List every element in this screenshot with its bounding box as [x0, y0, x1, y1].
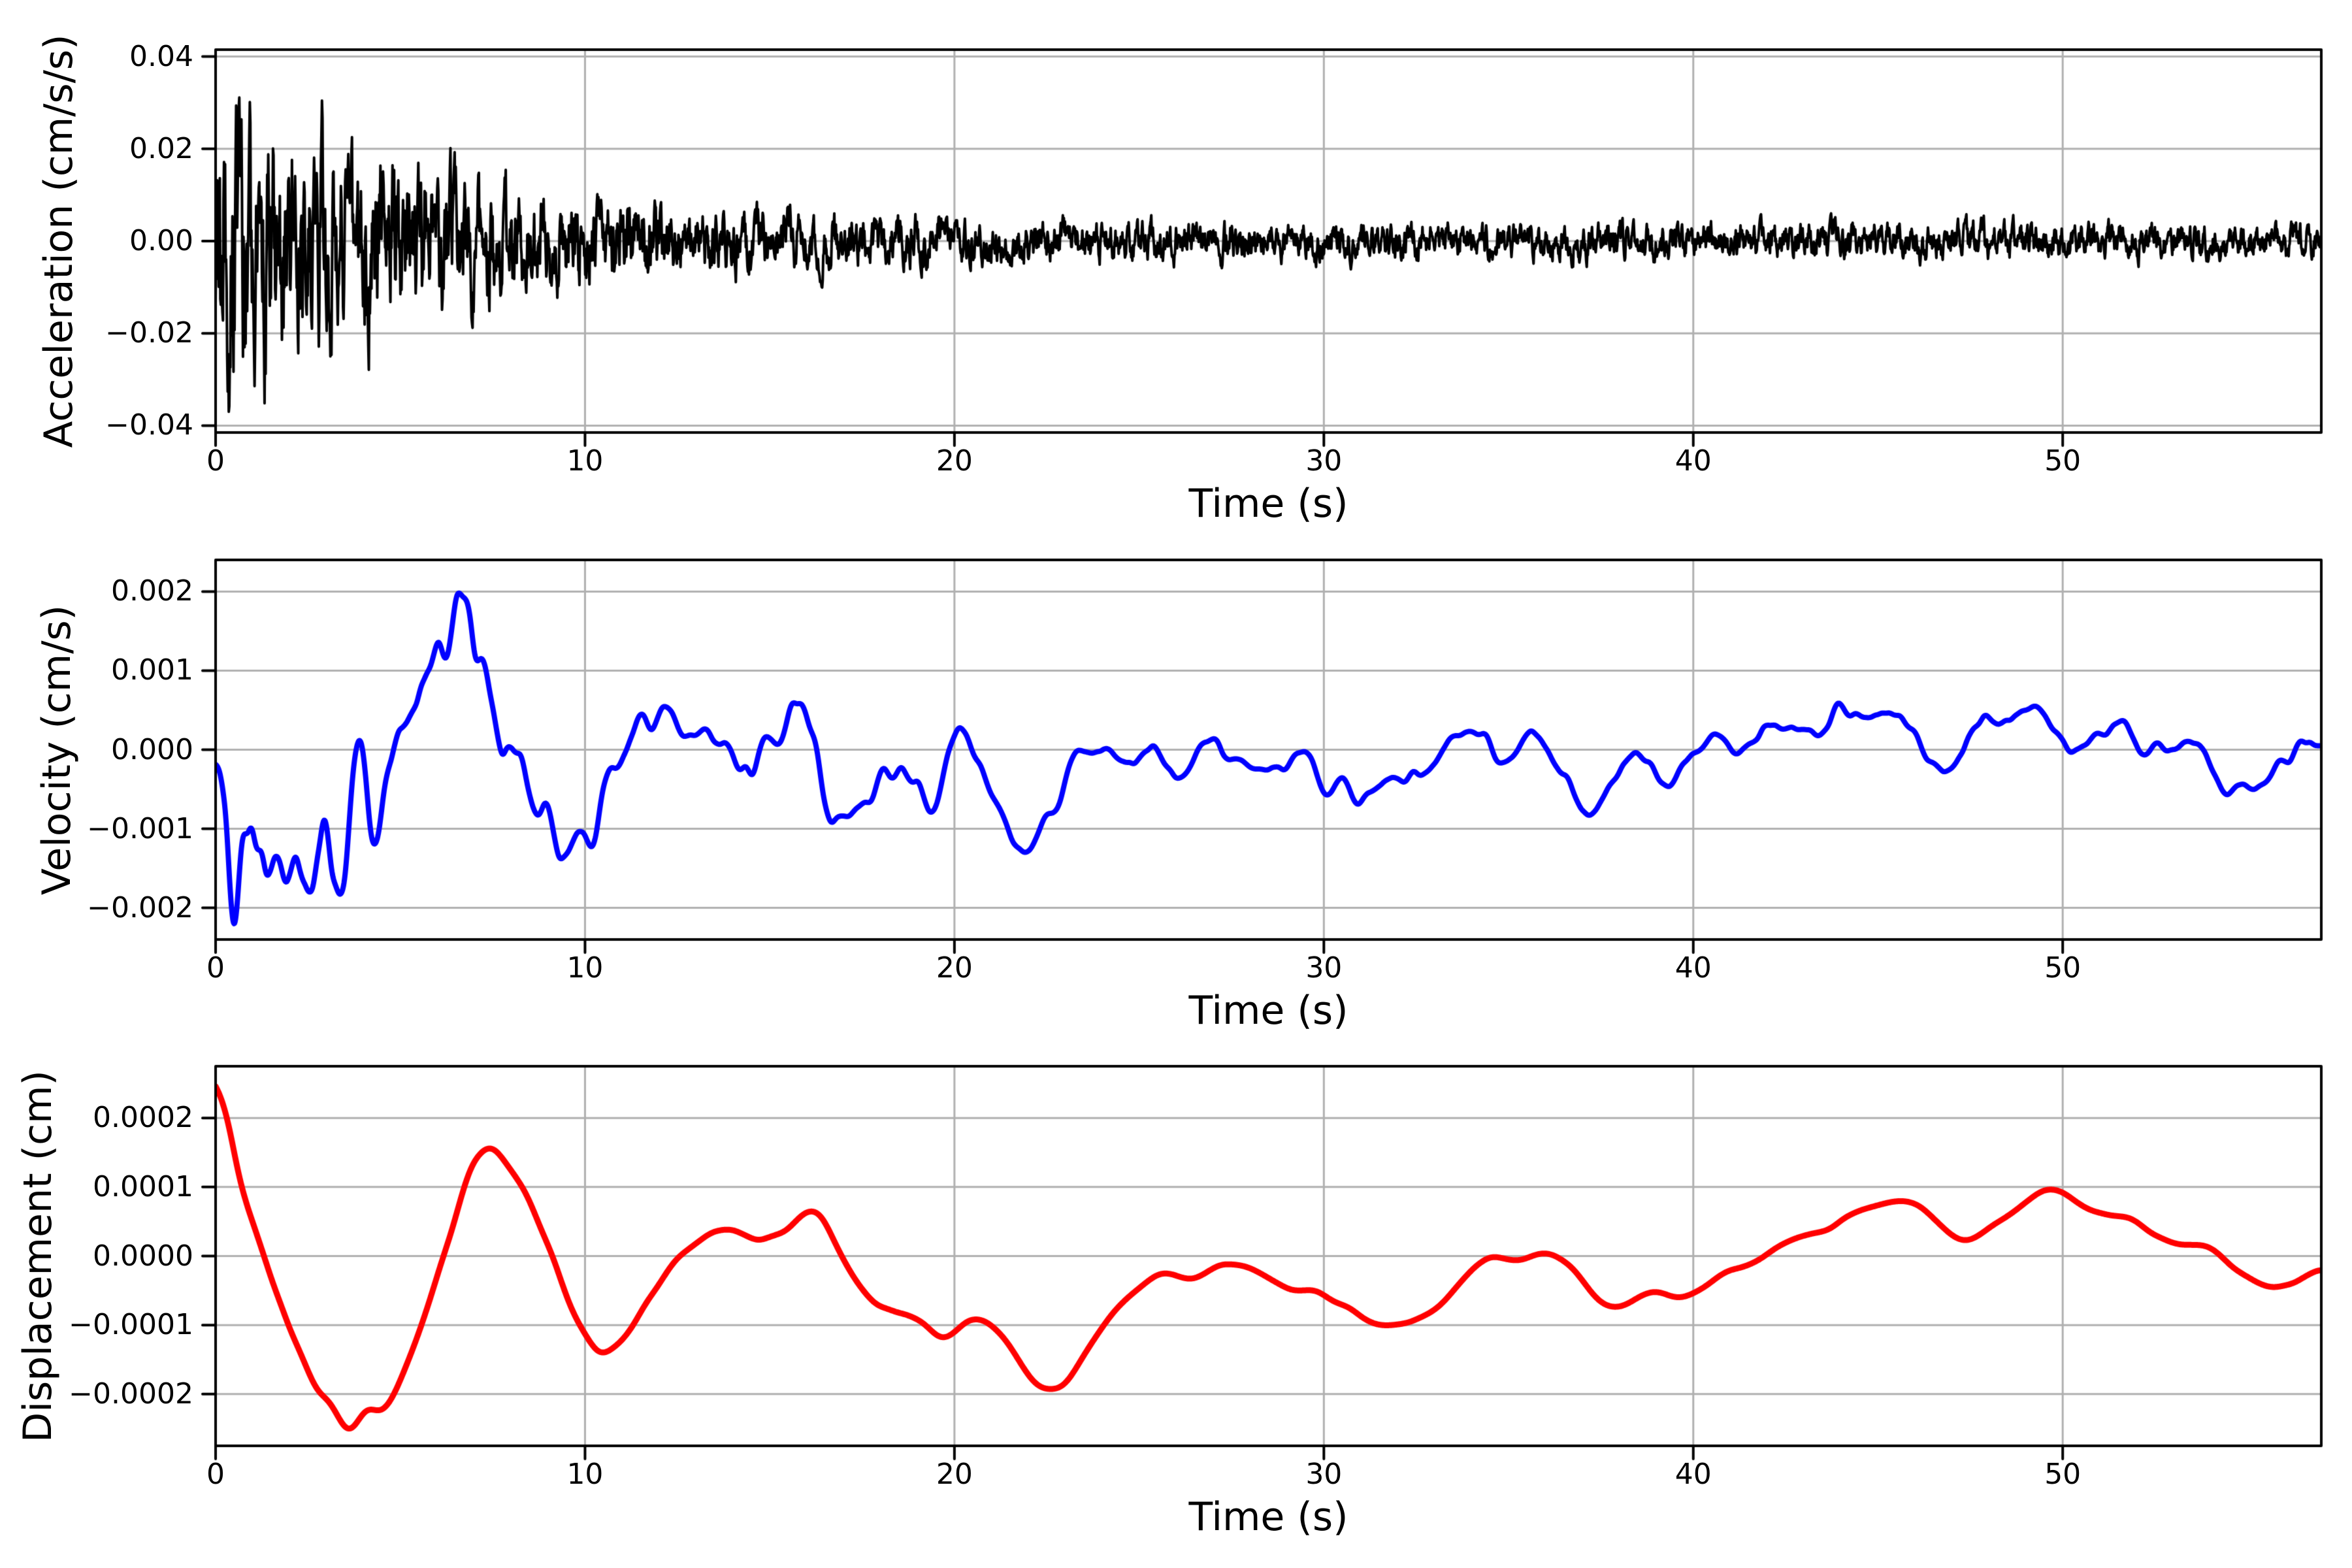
y-tick-label: 0.00 [129, 224, 193, 257]
x-tick-label: 30 [1305, 444, 1343, 478]
x-tick-label: 20 [936, 1458, 973, 1491]
time-x-axis-label-acceleration: Time (s) [1188, 481, 1348, 527]
y-tick-label: 0.0002 [93, 1101, 193, 1135]
y-tick-label: 0.02 [129, 131, 193, 165]
acceleration-y-axis-label: Acceleration (cm/s/s) [36, 34, 82, 448]
displacement-y-axis-label: Displacement (cm) [15, 1070, 61, 1443]
x-tick-label: 40 [1674, 1458, 1712, 1491]
x-tick-label: 30 [1305, 951, 1343, 985]
x-tick-label: 30 [1305, 1458, 1343, 1491]
y-tick-label: −0.002 [87, 890, 193, 924]
y-tick-label: −0.02 [105, 316, 193, 350]
velocity-y-axis-label: Velocity (cm/s) [34, 604, 80, 895]
x-tick-label: 10 [566, 951, 604, 985]
y-tick-label: 0.002 [111, 574, 193, 608]
x-tick-label: 40 [1674, 951, 1712, 985]
x-tick-label: 10 [566, 1458, 604, 1491]
x-tick-label: 50 [2044, 444, 2082, 478]
x-tick-label: 10 [566, 444, 604, 478]
x-tick-label: 20 [936, 444, 973, 478]
x-tick-label: 20 [936, 951, 973, 985]
x-tick-label: 50 [2044, 1458, 2082, 1491]
x-tick-label: 0 [206, 444, 225, 478]
y-tick-label: −0.001 [87, 811, 193, 845]
time-x-axis-label-displacement: Time (s) [1188, 1494, 1348, 1540]
y-tick-label: 0.000 [111, 732, 193, 766]
y-tick-label: −0.04 [105, 408, 193, 442]
y-tick-label: 0.04 [129, 39, 193, 73]
y-tick-label: 0.001 [111, 653, 193, 687]
y-tick-label: −0.0002 [69, 1377, 193, 1411]
y-tick-label: 0.0000 [93, 1239, 193, 1273]
time-x-axis-label-velocity: Time (s) [1188, 988, 1348, 1034]
x-tick-label: 50 [2044, 951, 2082, 985]
x-tick-label: 40 [1674, 444, 1712, 478]
y-tick-label: −0.0001 [69, 1308, 193, 1342]
y-tick-label: 0.0001 [93, 1169, 193, 1203]
x-tick-label: 0 [206, 1458, 225, 1491]
x-tick-label: 0 [206, 951, 225, 985]
